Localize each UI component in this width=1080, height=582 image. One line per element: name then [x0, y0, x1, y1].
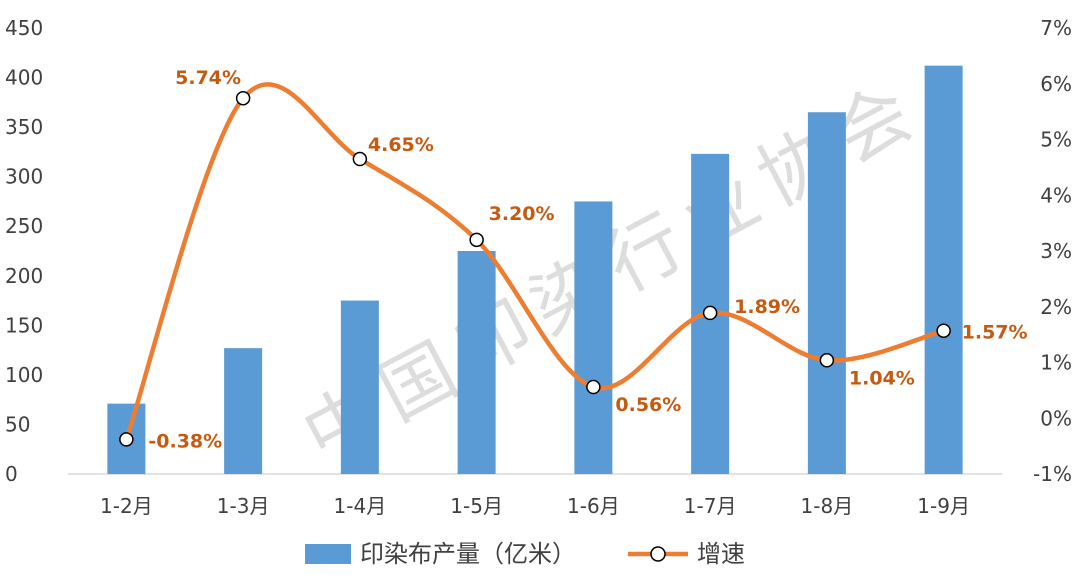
- right-tick-label: 1%: [1040, 351, 1072, 375]
- line-marker: [235, 90, 251, 106]
- line-marker: [819, 353, 835, 368]
- left-tick-label: 100: [5, 363, 43, 387]
- bar: [457, 251, 496, 474]
- category-label: 1-8月: [801, 494, 854, 518]
- left-tick-label: 450: [5, 16, 43, 40]
- bar: [574, 201, 613, 474]
- data-label: 3.20%: [489, 203, 555, 225]
- data-label: 4.65%: [368, 134, 434, 156]
- bar: [224, 348, 263, 474]
- bar: [340, 300, 379, 474]
- data-label: 1.57%: [962, 322, 1028, 344]
- left-tick-label: 350: [5, 115, 43, 139]
- left-tick-label: 0: [5, 462, 18, 486]
- right-tick-label: 0%: [1040, 406, 1072, 430]
- line-marker: [469, 232, 484, 248]
- bar: [924, 65, 963, 474]
- left-tick-label: 250: [5, 214, 43, 238]
- left-tick-label: 400: [5, 66, 43, 90]
- left-tick-label: 50: [5, 412, 30, 436]
- legend: 印染布产量（亿米） 增速: [305, 540, 745, 568]
- data-label: 1.89%: [734, 296, 800, 318]
- left-tick-label: 200: [5, 264, 43, 288]
- right-tick-label: 5%: [1040, 128, 1072, 152]
- category-label: 1-6月: [567, 494, 620, 518]
- bar: [807, 112, 846, 474]
- line-markers: [119, 90, 951, 447]
- growth-line: [124, 82, 946, 442]
- data-label: 0.56%: [615, 394, 681, 416]
- legend-bar-label: 印染布产量（亿米）: [360, 540, 576, 568]
- category-axis: 1-2月 1-3月 1-4月 1-5月 1-6月 1-7月 1-8月 1-9月: [100, 494, 970, 518]
- legend-line-label: 增速: [697, 540, 745, 568]
- line-marker: [119, 432, 134, 447]
- left-axis: 0 50 100 150 200 250 300 350 400 450: [5, 16, 43, 486]
- category-label: 1-4月: [334, 494, 387, 518]
- category-label: 1-7月: [684, 494, 737, 518]
- right-tick-label: 3%: [1040, 239, 1072, 263]
- data-labels: -0.38% 5.74% 4.65% 3.20% 0.56% 1.89% 1.04% 1.57…: [148, 67, 1027, 452]
- line-marker: [586, 379, 601, 395]
- line-marker: [702, 305, 718, 321]
- data-label: 1.04%: [849, 367, 915, 389]
- bar-series: [107, 65, 963, 475]
- category-label: 1-9月: [917, 494, 970, 518]
- category-label: 1-5月: [450, 494, 503, 518]
- right-tick-label: 7%: [1040, 16, 1072, 40]
- category-label: 1-3月: [217, 494, 270, 518]
- left-tick-label: 150: [5, 313, 43, 337]
- right-tick-label: 4%: [1040, 183, 1072, 207]
- line-marker: [352, 151, 368, 167]
- right-tick-label: 2%: [1040, 295, 1072, 319]
- data-label: -0.38%: [148, 430, 222, 452]
- data-label: 5.74%: [175, 67, 241, 89]
- right-axis: -1% 0% 1% 2% 3% 4% 5% 6% 7%: [1033, 16, 1072, 486]
- category-label: 1-2月: [100, 494, 153, 518]
- right-tick-label: 6%: [1040, 72, 1072, 96]
- legend-line-marker: [650, 546, 666, 562]
- legend-bar-swatch: [305, 544, 351, 564]
- left-tick-label: 300: [5, 165, 43, 189]
- right-tick-label: -1%: [1033, 462, 1072, 486]
- line-marker: [936, 323, 951, 338]
